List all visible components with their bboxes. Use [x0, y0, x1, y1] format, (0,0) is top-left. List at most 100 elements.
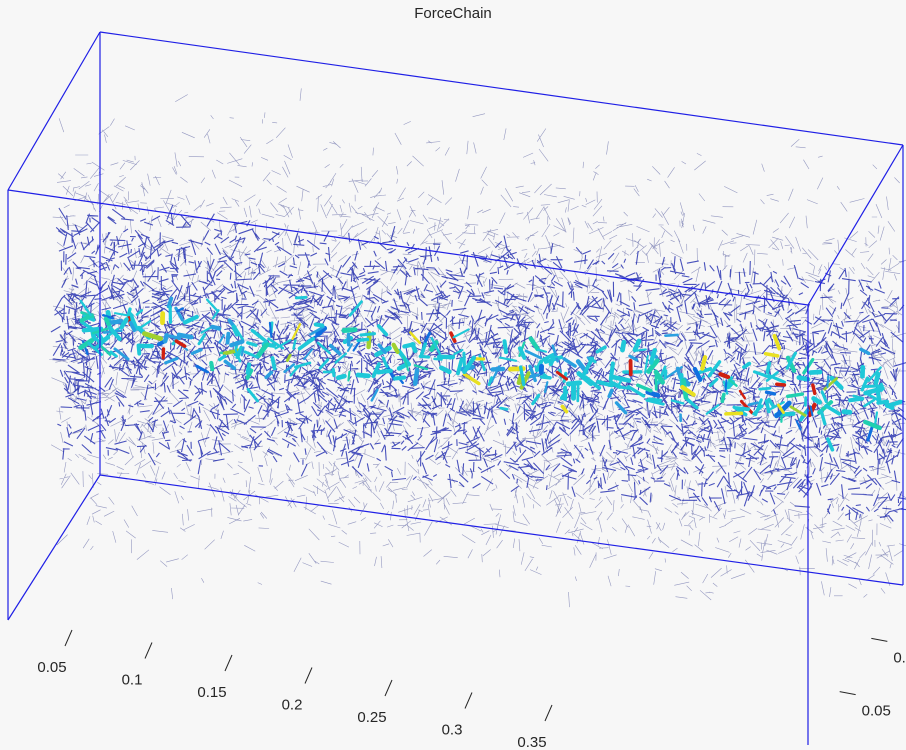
strong-chain — [767, 401, 785, 411]
strong-chain — [297, 336, 316, 351]
strong-chain — [436, 354, 456, 360]
strong-chain — [79, 299, 92, 317]
strong-chain — [646, 358, 660, 374]
strong-chain — [209, 360, 215, 372]
strong-chain — [190, 348, 203, 356]
box-edge — [99, 474, 904, 586]
strong-chain — [331, 367, 336, 378]
strong-chain — [393, 375, 407, 381]
strong-chain — [692, 366, 703, 382]
box-edge — [99, 31, 904, 146]
strong-chain — [200, 326, 212, 334]
strong-chain — [283, 363, 296, 374]
strong-chain — [645, 398, 665, 406]
strong-chain — [334, 352, 348, 364]
strong-chain — [582, 356, 595, 376]
strong-chain — [370, 388, 379, 402]
strong-chain — [377, 343, 387, 355]
strong-chain — [609, 374, 632, 383]
strong-chain — [424, 331, 431, 343]
strong-chain — [809, 405, 814, 417]
strong-chain — [391, 342, 400, 354]
strong-chain — [555, 370, 569, 381]
strong-chain — [376, 324, 389, 337]
strong-chain — [875, 388, 882, 403]
x-tick — [384, 679, 393, 697]
strong-chain — [636, 383, 653, 393]
force-chain-network — [49, 88, 906, 608]
strong-chain — [409, 331, 422, 345]
strong-chain — [551, 344, 559, 363]
strong-chain — [609, 380, 622, 389]
strong-chain — [346, 343, 353, 352]
strong-chain — [315, 325, 328, 336]
x-tick-label: 0.25 — [357, 709, 386, 726]
strong-chain — [724, 379, 728, 393]
strong-chain — [274, 339, 292, 350]
strong-chain — [767, 373, 787, 384]
strong-chain — [166, 296, 174, 309]
strong-chain — [174, 339, 187, 348]
strong-chain — [78, 338, 95, 351]
strong-chain — [113, 347, 130, 361]
box-edge — [7, 189, 809, 306]
strong-chain — [763, 352, 780, 358]
strong-chain — [826, 437, 835, 452]
strong-chain — [229, 339, 245, 348]
strong-chain — [80, 320, 94, 331]
x-tick — [224, 654, 233, 672]
strong-chain — [430, 336, 441, 355]
strong-chain — [852, 394, 862, 399]
strong-chain — [775, 382, 787, 387]
strong-chain — [223, 359, 237, 371]
x-tick — [64, 629, 73, 647]
y-tick — [871, 637, 888, 642]
strong-chain — [718, 372, 731, 380]
strong-chain — [135, 309, 144, 316]
strong-chain — [119, 317, 129, 330]
strong-chain — [824, 404, 842, 416]
strong-chain — [841, 409, 853, 415]
strong-chain — [498, 356, 518, 362]
strong-chain — [127, 311, 139, 331]
strong-chain — [588, 356, 597, 364]
x-tick-label: 0.15 — [197, 684, 226, 701]
strong-chain — [808, 369, 823, 375]
strong-chain — [647, 397, 663, 402]
medium-chains — [50, 204, 906, 522]
strong-chain — [789, 405, 807, 417]
y-tick-label: 0.05 — [862, 703, 891, 720]
strong-chain — [246, 387, 260, 403]
strong-chain — [758, 386, 772, 391]
x-tick-label: 0.35 — [517, 734, 546, 750]
strong-chain — [550, 355, 559, 359]
strong-chain — [102, 314, 115, 320]
strong-chain — [246, 341, 258, 347]
strong-chain — [218, 334, 225, 344]
strong-chain — [294, 295, 308, 300]
strong-chain — [607, 388, 614, 399]
strong-chain — [313, 322, 325, 328]
strong-chain — [176, 332, 194, 340]
strong-chain — [785, 392, 805, 399]
strong-chain — [829, 375, 844, 390]
strong-chain — [720, 392, 726, 404]
strong-chain — [452, 328, 470, 339]
strong-chain — [862, 384, 884, 388]
strong-chain — [376, 368, 393, 375]
strong-chain — [205, 298, 220, 313]
strong-chain — [98, 343, 112, 357]
strong-chain — [250, 328, 268, 344]
strong-chain — [318, 358, 330, 370]
strong-chain — [541, 352, 555, 362]
strong-chain — [873, 371, 881, 385]
strong-chain — [245, 362, 252, 375]
axes-box — [7, 31, 904, 745]
strong-chain — [233, 325, 244, 341]
strong-chain — [413, 364, 429, 371]
strong-chain — [439, 365, 452, 375]
strong-chain — [402, 356, 410, 372]
x-tick — [304, 667, 313, 684]
